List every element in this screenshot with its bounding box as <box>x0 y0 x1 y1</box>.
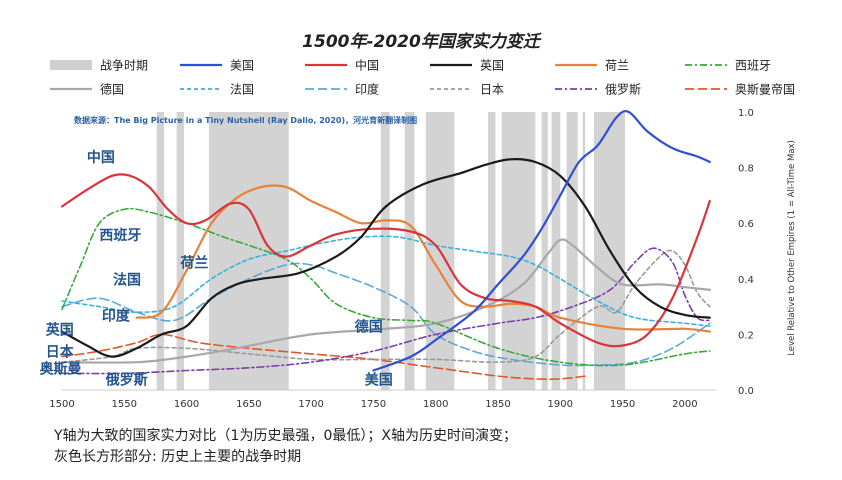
country-label-荷兰: 荷兰 <box>179 255 208 272</box>
legend-label-法国: 法国 <box>230 83 254 97</box>
war-band-4 <box>404 112 415 390</box>
series-line-英国 <box>60 158 711 358</box>
x-tick-2000: 2000 <box>672 399 697 410</box>
x-tick-1750: 1750 <box>361 399 386 410</box>
footnote-axes: Y轴为大致的国家实力对比（1为历史最强，0最低）；X轴为历史时间演变； <box>54 428 517 444</box>
country-label-印度: 印度 <box>102 308 131 325</box>
axes: 1500 1550 1600 1650 1700 1750 1800 1850 1900 1950… <box>49 108 754 410</box>
country-label-日本: 日本 <box>46 344 75 361</box>
footnote-war: 灰色长方形部分: 历史上主要的战争时期 <box>54 449 302 465</box>
series-line-日本 <box>61 249 711 364</box>
war-band-8 <box>541 112 548 390</box>
war-periods <box>156 112 626 390</box>
war-band-10 <box>566 112 578 390</box>
x-tick-1550: 1550 <box>112 399 137 410</box>
y-axis-label: Level Relative to Other Empires (1 = All… <box>787 140 797 356</box>
series-line-俄罗斯 <box>61 247 711 375</box>
series-line-西班牙 <box>61 207 711 367</box>
x-tick-1500: 1500 <box>49 399 74 410</box>
chart-title: 1500年-2020年国家实力变迁 <box>302 32 542 52</box>
x-tick-1650: 1650 <box>236 399 261 410</box>
y-tick-0.2: 0.2 <box>738 330 754 341</box>
series-line-德国 <box>60 238 711 364</box>
war-band-3 <box>380 112 390 390</box>
x-tick-1700: 1700 <box>298 399 323 410</box>
legend-label-印度: 印度 <box>355 82 379 97</box>
legend-label-俄罗斯: 俄罗斯 <box>605 83 641 97</box>
war-band-2 <box>208 112 289 390</box>
x-tick-1950: 1950 <box>610 399 635 410</box>
x-tick-1800: 1800 <box>423 399 448 410</box>
legend-label-德国: 德国 <box>100 82 124 97</box>
country-label-奥斯曼: 奥斯曼 <box>40 360 82 377</box>
y-tick-0.6: 0.6 <box>738 219 754 230</box>
country-label-中国: 中国 <box>87 149 115 166</box>
country-label-西班牙: 西班牙 <box>99 227 141 244</box>
legend-label-美国: 美国 <box>230 59 254 73</box>
legend-label-荷兰: 荷兰 <box>605 59 629 73</box>
series-line-法国 <box>61 235 711 327</box>
war-band-1 <box>176 112 185 390</box>
x-tick-1600: 1600 <box>174 399 199 410</box>
series-line-奥斯曼帝国 <box>61 333 586 380</box>
legend-label-英国: 英国 <box>480 59 504 73</box>
country-label-美国: 美国 <box>365 371 393 388</box>
legend-label-中国: 中国 <box>355 58 379 73</box>
war-band-7 <box>501 112 536 390</box>
legend-swatch-战争时期 <box>50 60 92 70</box>
war-band-9 <box>551 112 561 390</box>
country-label-英国: 英国 <box>45 321 74 338</box>
source-note: 数据来源：The Big Picture in a Tiny Nutshell … <box>74 115 417 125</box>
y-tick-0.4: 0.4 <box>738 275 754 286</box>
war-band-6 <box>488 112 496 390</box>
series-lines <box>60 110 711 380</box>
y-tick-0.0: 0.0 <box>738 386 754 397</box>
war-band-11 <box>582 112 586 390</box>
country-label-法国: 法国 <box>113 271 141 288</box>
legend-label-西班牙: 西班牙 <box>735 59 771 73</box>
country-label-德国: 德国 <box>355 319 383 336</box>
y-tick-0.8: 0.8 <box>738 164 754 175</box>
series-line-中国 <box>60 173 711 348</box>
x-tick-1850: 1850 <box>485 399 510 410</box>
legend-label-奥斯曼帝国: 奥斯曼帝国 <box>735 82 795 97</box>
x-tick-1900: 1900 <box>548 399 573 410</box>
legend-label-日本: 日本 <box>480 83 504 97</box>
country-label-俄罗斯: 俄罗斯 <box>105 371 148 388</box>
legend-label-战争时期: 战争时期 <box>100 59 148 73</box>
series-line-美国 <box>372 110 711 372</box>
war-band-0 <box>156 112 165 390</box>
y-tick-1.0: 1.0 <box>738 108 754 119</box>
series-line-荷兰 <box>135 184 711 333</box>
